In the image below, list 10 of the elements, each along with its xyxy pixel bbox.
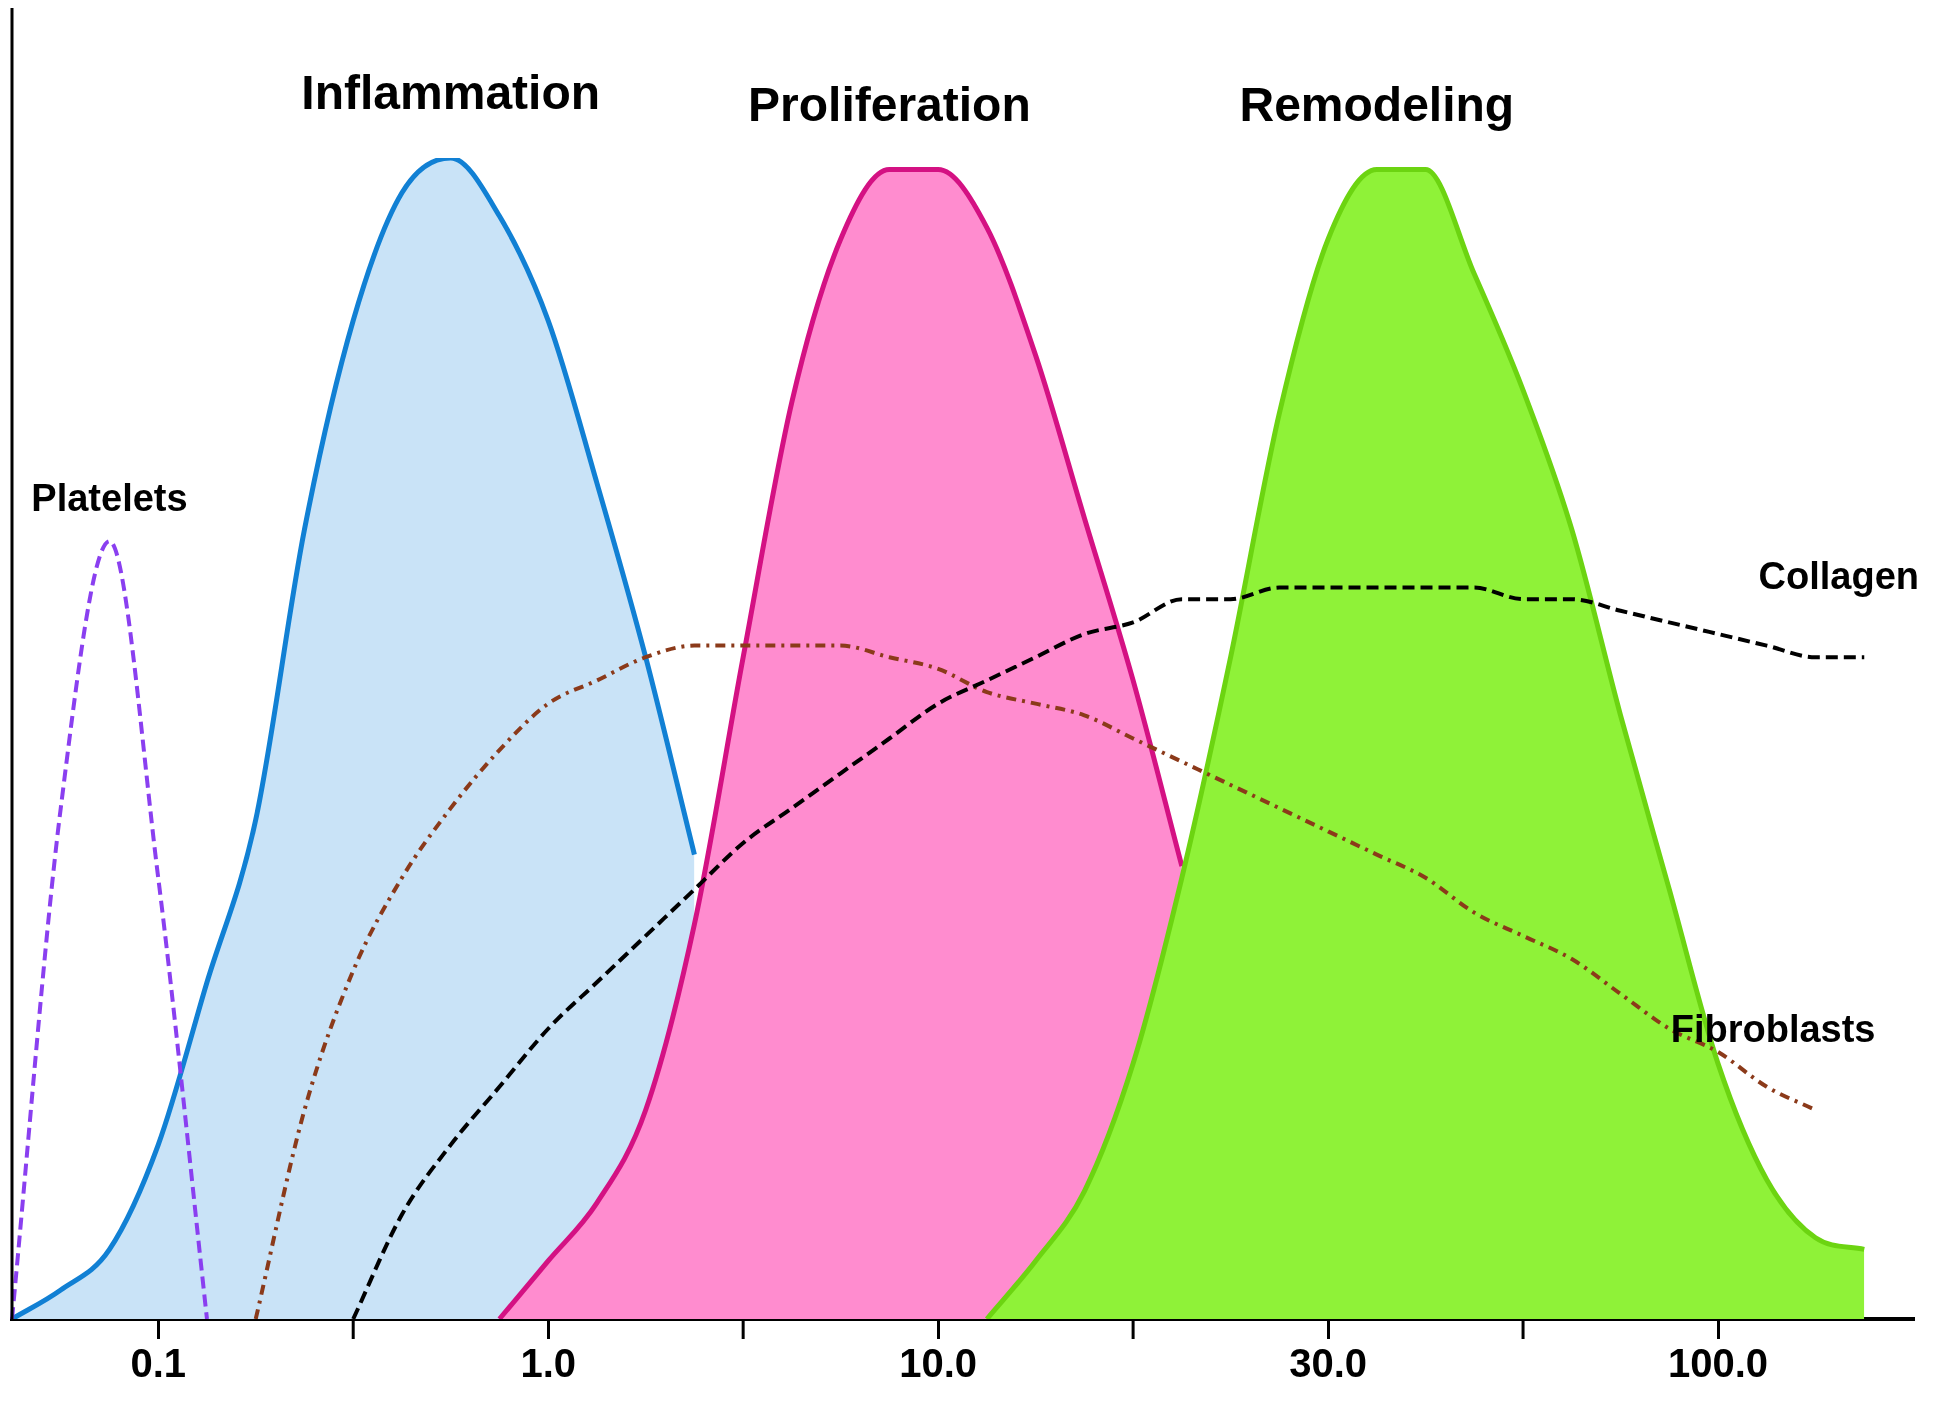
series-label: Remodeling: [1239, 77, 1515, 131]
x-tick-label: 0.1: [130, 1341, 187, 1386]
x-tick-label: 10.0: [899, 1341, 978, 1386]
x-tick-label: 1.0: [520, 1341, 576, 1386]
x-tick-label: 100.0: [1667, 1341, 1769, 1386]
series-label: Platelets: [31, 476, 188, 519]
series-label: Inflammation: [301, 66, 601, 120]
x-tick-label: 30.0: [1289, 1341, 1368, 1386]
series-label: Proliferation: [748, 77, 1031, 131]
series-label: Collagen: [1758, 554, 1919, 597]
